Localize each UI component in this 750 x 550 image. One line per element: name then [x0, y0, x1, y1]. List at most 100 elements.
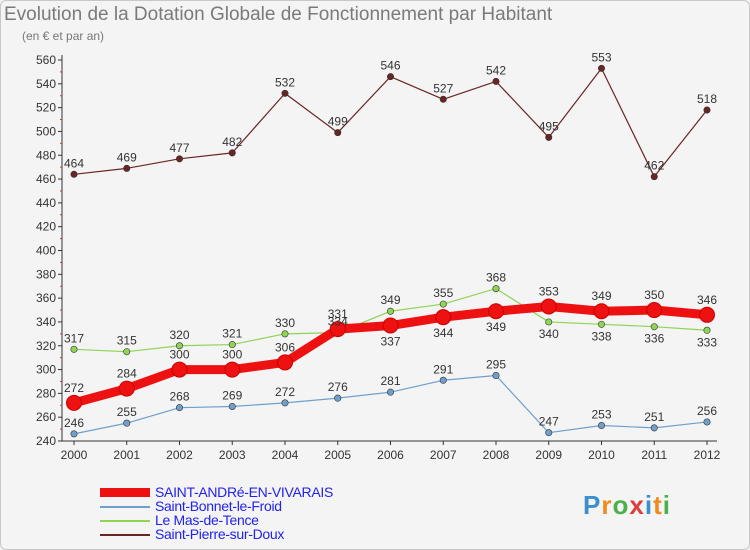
data-point: [597, 422, 605, 430]
data-label: 464: [64, 156, 84, 170]
data-point: [66, 394, 82, 411]
data-label: 542: [486, 63, 506, 77]
data-label: 532: [275, 75, 295, 89]
x-tick-label: 2005: [324, 448, 351, 462]
logo-letter: x: [629, 490, 645, 520]
data-point: [492, 285, 500, 293]
proxiti-logo: Proxiti: [583, 490, 671, 521]
data-point: [382, 317, 399, 334]
data-label: 344: [433, 326, 453, 340]
chart-series: [66, 64, 715, 438]
data-point: [545, 429, 553, 437]
x-tick-label: 2009: [535, 448, 562, 462]
y-tick-label: 360: [36, 291, 56, 305]
chart-data-labels: 464 469 477 482 532 499 546 527 542 495 553 462 518 3…: [64, 50, 717, 430]
chart-axes: 240 260 280 300 320 340 360 380 400 420 440 460 480 5…: [36, 53, 721, 462]
data-label: 340: [539, 327, 559, 341]
y-tick-label: 380: [36, 267, 56, 281]
data-label: 527: [433, 81, 453, 95]
x-tick-label: 2010: [588, 448, 615, 462]
data-label: 300: [222, 348, 242, 362]
data-label: 518: [697, 92, 717, 106]
chart-subtitle: (en € et par an): [22, 29, 105, 43]
data-point: [597, 64, 605, 72]
x-tick-label: 2008: [483, 448, 510, 462]
chart-title: Evolution de la Dotation Globale de Fonc…: [4, 4, 553, 25]
series-line: [73, 67, 708, 178]
y-tick-label: 340: [36, 315, 56, 329]
data-point: [703, 106, 711, 114]
data-label: 272: [64, 381, 84, 395]
legend-swatch: [100, 520, 150, 522]
data-point: [228, 149, 236, 157]
data-point: [176, 404, 184, 412]
data-label: 272: [275, 385, 295, 399]
data-point: [650, 323, 658, 331]
data-label: 349: [486, 320, 506, 334]
logo-letter: o: [612, 490, 630, 520]
data-label: 284: [117, 367, 137, 381]
logo-letter: P: [583, 490, 602, 520]
data-label: 320: [169, 328, 189, 342]
x-tick-label: 2006: [377, 448, 404, 462]
data-label: 255: [117, 405, 137, 419]
data-point: [540, 298, 557, 315]
data-point: [176, 155, 184, 163]
data-point: [329, 321, 346, 338]
data-label: 495: [539, 119, 559, 133]
x-tick-label: 2001: [113, 448, 140, 462]
data-point: [650, 424, 658, 432]
data-point: [123, 348, 131, 356]
legend-swatch: [100, 488, 150, 497]
legend-label: SAINT-ANDRé-EN-VIVARAIS: [155, 484, 333, 500]
x-tick-label: 2000: [61, 448, 88, 462]
y-tick-label: 540: [36, 77, 56, 91]
y-tick-label: 420: [36, 220, 56, 234]
data-point: [70, 430, 78, 438]
data-label: 477: [169, 141, 189, 155]
data-label: 333: [697, 335, 717, 349]
y-tick-label: 260: [36, 410, 56, 424]
data-point: [228, 402, 236, 410]
data-point: [593, 303, 610, 320]
x-tick-label: 2012: [694, 448, 721, 462]
data-label: 253: [591, 408, 611, 422]
data-label: 338: [591, 329, 611, 343]
data-point: [545, 133, 553, 141]
data-label: 349: [591, 289, 611, 303]
data-label: 291: [433, 362, 453, 376]
data-point: [439, 95, 447, 103]
logo-letter: i: [644, 490, 654, 520]
data-point: [488, 303, 504, 320]
data-label: 256: [697, 404, 717, 418]
data-point: [281, 399, 289, 407]
data-label: 268: [169, 390, 189, 404]
x-tick-label: 2004: [272, 448, 299, 462]
data-point: [703, 326, 711, 334]
data-label: 462: [644, 159, 664, 173]
data-label: 269: [222, 388, 242, 402]
data-point: [277, 354, 293, 371]
data-label: 355: [433, 286, 453, 300]
y-tick-label: 560: [36, 53, 56, 67]
data-point: [281, 330, 289, 338]
y-tick-label: 520: [36, 101, 56, 115]
data-point: [224, 361, 241, 378]
data-point: [703, 418, 711, 426]
x-tick-label: 2003: [219, 448, 246, 462]
data-point: [492, 77, 500, 85]
x-tick-label: 2007: [430, 448, 457, 462]
data-point: [123, 164, 131, 172]
data-label: 334: [328, 315, 348, 329]
data-point: [646, 302, 663, 319]
legend-swatch: [100, 506, 150, 508]
data-label: 368: [486, 271, 506, 285]
y-tick-label: 400: [36, 244, 56, 258]
data-point: [176, 342, 184, 350]
data-label: 317: [64, 331, 84, 345]
y-tick-label: 500: [36, 124, 56, 138]
data-label: 337: [380, 335, 400, 349]
y-tick-label: 300: [36, 363, 56, 377]
